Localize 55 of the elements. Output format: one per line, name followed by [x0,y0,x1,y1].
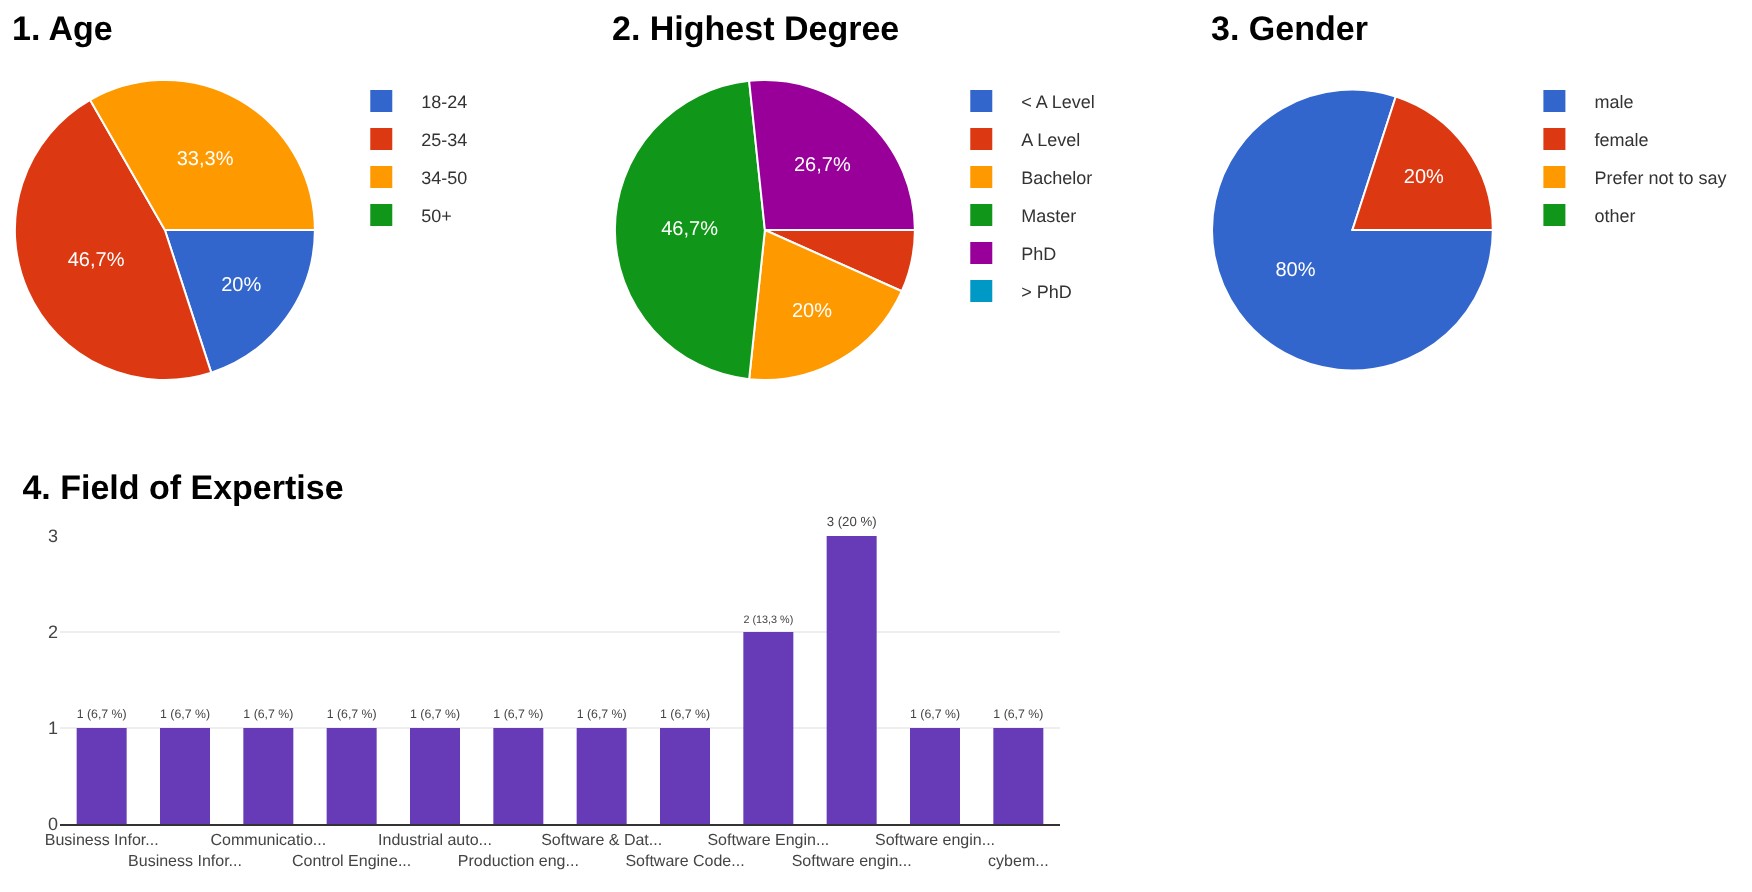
x-tick-label: Software Engin... [707,831,830,850]
y-tick-label: 0 [47,814,58,835]
legend-label: 34-50 [421,168,468,189]
x-tick-label: Business Infor... [128,852,242,870]
x-tick-label: Software engin... [791,852,912,870]
x-tick-label: Communicatio... [210,831,327,850]
data-label: 20% [1403,167,1445,190]
legend-label: Prefer not to say [1594,168,1728,189]
pie-slice [1211,88,1494,372]
chart-title: 2. Highest Degree [612,9,900,48]
x-tick-label: Software engin... [874,831,996,850]
x-tick-label: Industrial auto... [378,831,492,850]
chart-title: 1. Age [12,9,113,48]
legend-label: A Level [1021,130,1081,151]
data-label: 33,3% [176,149,234,172]
bar [993,728,1044,824]
x-tick-label: Software Code... [625,852,745,870]
legend-label: 18-24 [421,92,468,113]
legend-label: > PhD [1021,282,1073,303]
data-label: 80% [1275,260,1316,283]
bar [576,728,627,824]
data-label: 20% [221,274,262,297]
y-tick-label: 1 [47,718,58,739]
bar [410,728,460,824]
bar [76,728,127,824]
data-label: 46,7% [67,249,125,272]
chart-title: 3. Gender [1211,9,1369,48]
legend-label: < A Level [1021,92,1095,113]
legend-label: 25-34 [421,130,468,151]
x-tick-label: Production eng... [457,852,579,870]
bar [326,728,377,824]
data-label: 46,7% [661,219,719,241]
data-label: 20% [791,300,833,323]
x-tick-label: Software & Dat... [541,831,663,850]
bar [493,728,544,824]
bar [160,728,210,824]
bar [243,728,294,824]
x-tick-label: Business Infor... [44,831,159,850]
chart-title: 4. Field of Expertise [22,469,344,508]
legend-label: other [1594,206,1636,227]
bar [826,536,877,824]
x-tick-label: cybem... [988,852,1049,870]
y-tick-label: 3 [47,526,58,547]
legend-label: 50+ [421,206,452,227]
bar [910,728,960,824]
bar [743,632,794,824]
legend-label: PhD [1021,244,1058,265]
y-tick-label: 2 [47,622,58,643]
legend-label: female [1594,130,1649,151]
x-tick-label: Control Engine... [292,852,412,870]
legend-label: Master [1021,206,1077,227]
legend-label: Bachelor [1021,168,1093,189]
bar [660,728,710,824]
legend-label: male [1594,92,1634,113]
data-label: 26,7% [793,155,851,178]
